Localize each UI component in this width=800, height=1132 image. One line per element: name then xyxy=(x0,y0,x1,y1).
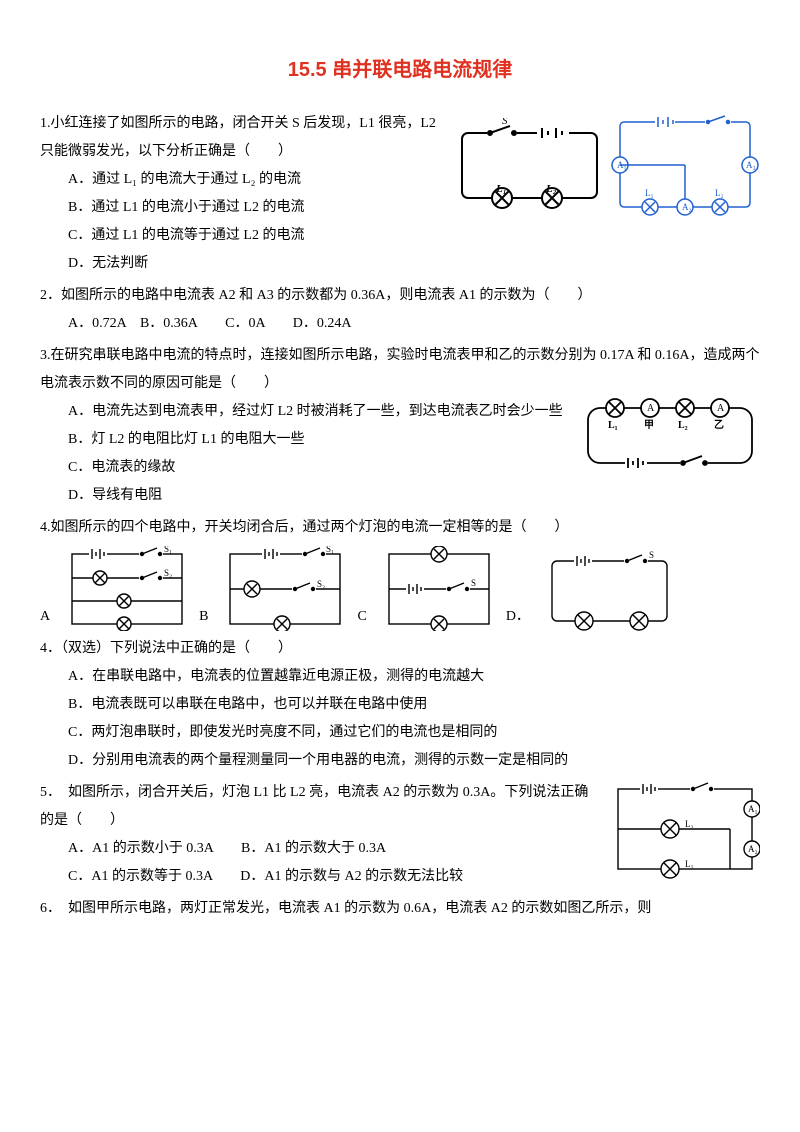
q5-figure: A₁ A₂ L₂ L₁ xyxy=(610,779,760,879)
q3-figure: A A L₁ 甲 L₂ 乙 xyxy=(580,398,760,473)
q2-stem: 2．如图所示的电路中电流表 A2 和 A3 的示数都为 0.36A，则电流表 A… xyxy=(40,282,760,310)
svg-text:甲: 甲 xyxy=(644,419,654,431)
q4b-option-b: B．电流表既可以串联在电路中，也可以并联在电路中使用 xyxy=(68,691,760,719)
q1-option-d: D．无法判断 xyxy=(68,250,760,278)
question-4b: 4．（双选）下列说法中正确的是（ ） A．在串联电路中，电流表的位置越靠近电源正… xyxy=(40,635,760,775)
question-4a: 4.如图所示的四个电路中，开关均闭合后，通过两个灯泡的电流一定相等的是（ ） A xyxy=(40,514,760,631)
q4a-circuit-d-icon: S xyxy=(544,551,674,631)
q4a-label-c: C xyxy=(357,603,366,631)
q4a-circuit-a-icon: S₁ S₂ xyxy=(64,546,189,631)
question-6: 6． 如图甲所示电路，两灯正常发光，电流表 A1 的示数为 0.6A，电流表 A… xyxy=(40,895,760,923)
q2-circuit-parallel-icon: A₁ A₂ A₃ L₁ L₂ xyxy=(610,110,760,220)
q4a-figures: A S₁ S₂ B xyxy=(40,546,760,631)
q5-circuit-icon: A₁ A₂ L₂ L₁ xyxy=(610,779,760,879)
q2-options: A．0.72A B．0.36A C．0A D．0.24A xyxy=(40,310,760,338)
svg-text:L₁: L₁ xyxy=(645,188,654,198)
q3-stem: 3.在研究串联电路中电流的特点时，连接如图所示电路，实验时电流表甲和乙的示数分别… xyxy=(40,342,760,398)
q1-option-c: C．通过 L1 的电流等于通过 L2 的电流 xyxy=(68,222,760,250)
svg-text:S₁: S₁ xyxy=(164,546,172,554)
q4a-label-d: D． xyxy=(506,603,530,631)
svg-text:L₁: L₁ xyxy=(495,183,507,195)
page-title: 15.5 串并联电路电流规律 xyxy=(40,50,760,90)
q4a-circuit-b-icon: S₁ S₂ xyxy=(222,546,347,631)
svg-text:A: A xyxy=(717,403,725,414)
q4a-stem: 4.如图所示的四个电路中，开关均闭合后，通过两个灯泡的电流一定相等的是（ ） xyxy=(40,514,760,542)
q3-circuit-icon: A A L₁ 甲 L₂ 乙 xyxy=(580,398,760,473)
svg-text:S: S xyxy=(471,578,476,588)
svg-text:S₂: S₂ xyxy=(164,568,172,578)
question-2: 2．如图所示的电路中电流表 A2 和 A3 的示数都为 0.36A，则电流表 A… xyxy=(40,282,760,338)
svg-text:L₂: L₂ xyxy=(685,819,694,829)
svg-text:S: S xyxy=(649,551,654,560)
q4b-option-c: C．两灯泡串联时，即使发光时亮度不同，通过它们的电流也是相同的 xyxy=(68,719,760,747)
q4b-option-a: A．在串联电路中，电流表的位置越靠近电源正极，测得的电流越大 xyxy=(68,663,760,691)
q4b-stem: 4．（双选）下列说法中正确的是（ ） xyxy=(40,635,760,663)
q4a-label-b: B xyxy=(199,603,208,631)
svg-text:L₂: L₂ xyxy=(678,420,688,431)
svg-text:A₃: A₃ xyxy=(746,160,756,170)
q3-option-d: D．导线有电阻 xyxy=(68,482,760,510)
svg-text:L₁: L₁ xyxy=(608,420,618,431)
svg-text:S₁: S₁ xyxy=(326,546,334,554)
q6-stem: 6． 如图甲所示电路，两灯正常发光，电流表 A1 的示数为 0.6A，电流表 A… xyxy=(40,895,760,923)
svg-text:L₂: L₂ xyxy=(715,188,724,198)
svg-text:L₂: L₂ xyxy=(545,183,557,195)
q4b-option-d: D．分别用电流表的两个量程测量同一个用电器的电流，测得的示数一定是相同的 xyxy=(68,747,760,775)
svg-text:A₁: A₁ xyxy=(748,804,758,814)
q4a-circuit-c-icon: S xyxy=(381,546,496,631)
q1-circuit-series-icon: S L₁ L₂ xyxy=(452,118,607,213)
q4a-label-a: A xyxy=(40,603,50,631)
svg-text:S: S xyxy=(502,118,508,127)
question-1: S L₁ L₂ xyxy=(40,110,760,278)
svg-text:A: A xyxy=(647,403,655,414)
svg-text:S₂: S₂ xyxy=(317,579,325,589)
svg-text:A₂: A₂ xyxy=(682,202,692,212)
q1-figures: S L₁ L₂ xyxy=(452,110,761,220)
question-3: 3.在研究串联电路中电流的特点时，连接如图所示电路，实验时电流表甲和乙的示数分别… xyxy=(40,342,760,510)
svg-text:L₁: L₁ xyxy=(685,859,694,869)
question-5: A₁A₂ L₂L₁ 5． 如图所示，闭合开关后，灯泡 L1 比 L2 亮，电流表… xyxy=(40,779,760,891)
svg-text:乙: 乙 xyxy=(714,419,724,431)
svg-text:A₁: A₁ xyxy=(617,160,627,170)
svg-text:A₂: A₂ xyxy=(748,844,758,854)
